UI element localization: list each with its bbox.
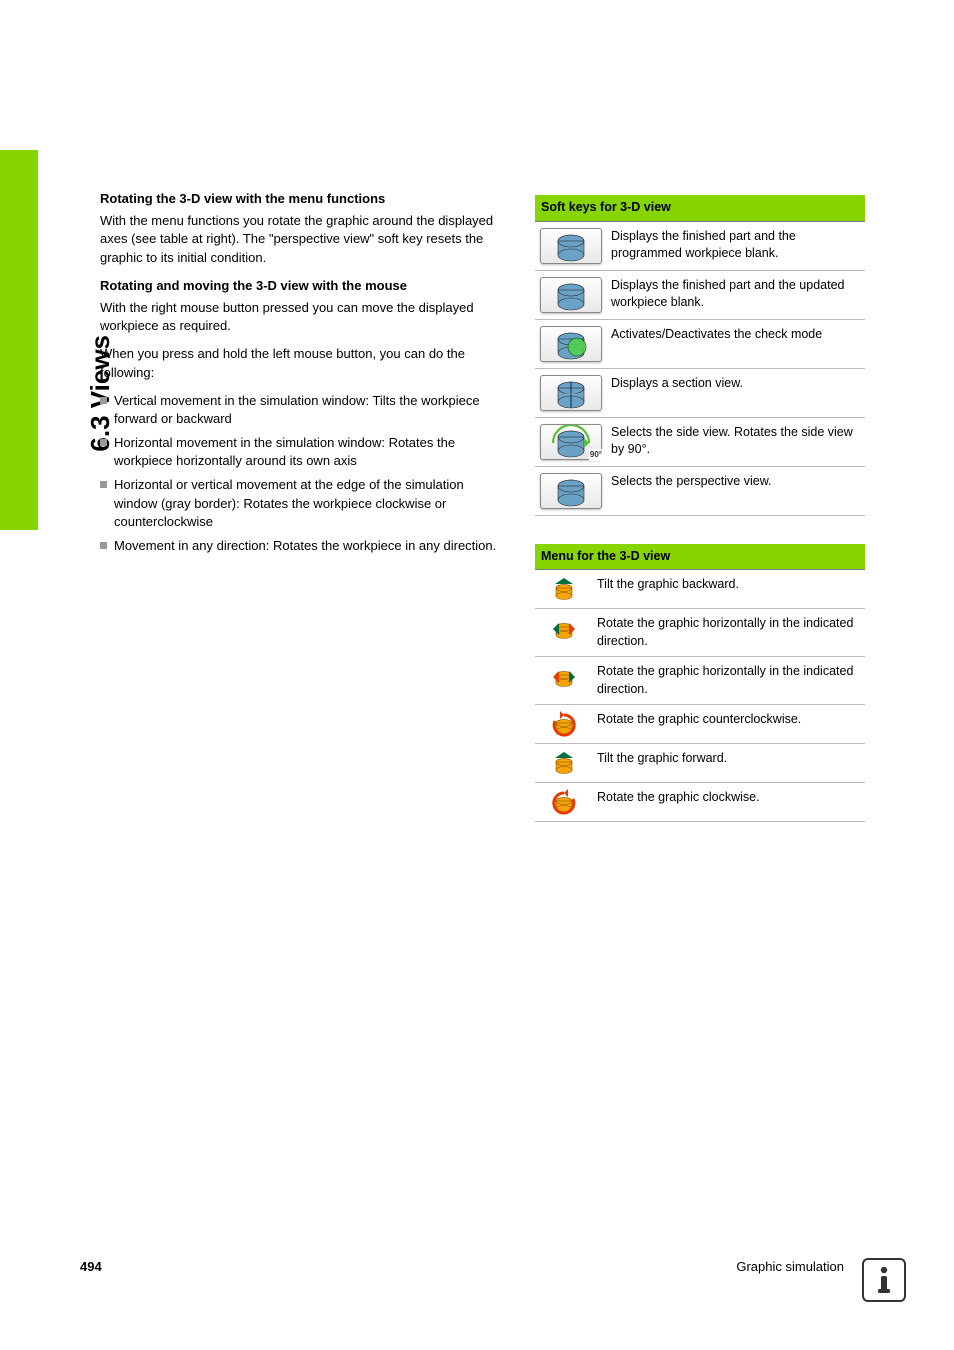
info-icon bbox=[862, 1258, 906, 1302]
cell-text: Tilt the graphic backward. bbox=[597, 576, 861, 594]
table-row: Rotate the graphic clockwise. bbox=[535, 783, 865, 822]
table-row: Selects the perspective view. bbox=[535, 467, 865, 516]
cell-text: Displays the finished part and the updat… bbox=[611, 277, 861, 312]
cell-icon bbox=[539, 277, 603, 313]
softkey-button[interactable]: 90° bbox=[540, 424, 602, 460]
side-title-wrap: 6.3 Views bbox=[40, 165, 72, 365]
softkey-button[interactable] bbox=[540, 473, 602, 509]
softkey-icon bbox=[543, 327, 599, 361]
bullet-list: Vertical movement in the simulation wind… bbox=[100, 392, 510, 556]
table-row: Displays the finished part and the progr… bbox=[535, 222, 865, 271]
left-column: Rotating the 3-D view with the menu func… bbox=[100, 180, 510, 561]
table-row: Displays the finished part and the updat… bbox=[535, 271, 865, 320]
table-row: Activates/Deactivates the check mode bbox=[535, 320, 865, 369]
list-item: Horizontal movement in the simulation wi… bbox=[100, 434, 510, 470]
list-item: Vertical movement in the simulation wind… bbox=[100, 392, 510, 428]
right-column: Soft keys for 3-D view Displays the fini… bbox=[535, 195, 865, 822]
cell-icon bbox=[539, 789, 589, 815]
table-row: Rotate the graphic horizontally in the i… bbox=[535, 609, 865, 657]
cell-icon bbox=[539, 711, 589, 737]
para-mouse-2: When you press and hold the left mouse b… bbox=[100, 345, 510, 381]
softkey-badge: 90° bbox=[589, 449, 603, 460]
menu-icon bbox=[551, 663, 577, 689]
para-mouse-1: With the right mouse button pressed you … bbox=[100, 299, 510, 335]
heading-rotate-menu: Rotating the 3-D view with the menu func… bbox=[100, 190, 510, 208]
page-number: 494 bbox=[80, 1258, 102, 1276]
menu-table: Menu for the 3-D view Tilt the graphic b… bbox=[535, 544, 865, 823]
cell-text: Displays the finished part and the progr… bbox=[611, 228, 861, 263]
heading-rotate-mouse: Rotating and moving the 3-D view with th… bbox=[100, 277, 510, 295]
cell-text: Rotate the graphic counterclockwise. bbox=[597, 711, 861, 729]
table-row: Tilt the graphic backward. bbox=[535, 570, 865, 609]
menu-icon bbox=[551, 750, 577, 776]
cell-icon bbox=[539, 576, 589, 602]
softkey-icon bbox=[543, 229, 599, 263]
cell-text: Rotate the graphic horizontally in the i… bbox=[597, 615, 861, 650]
softkeys-table: Soft keys for 3-D view Displays the fini… bbox=[535, 195, 865, 516]
menu-icon bbox=[551, 789, 577, 815]
table-row: Displays a section view. bbox=[535, 369, 865, 418]
list-item: Movement in any direction: Rotates the w… bbox=[100, 537, 510, 555]
para-rotate-menu: With the menu functions you rotate the g… bbox=[100, 212, 510, 267]
cell-icon bbox=[539, 663, 589, 689]
cell-icon bbox=[539, 228, 603, 264]
softkeys-header: Soft keys for 3-D view bbox=[535, 195, 865, 222]
softkey-button[interactable] bbox=[540, 228, 602, 264]
cell-text: Selects the side view. Rotates the side … bbox=[611, 424, 861, 459]
softkey-icon bbox=[543, 474, 599, 508]
softkey-button[interactable] bbox=[540, 277, 602, 313]
menu-icon bbox=[551, 576, 577, 602]
cell-text: Displays a section view. bbox=[611, 375, 861, 393]
cell-icon: 90° bbox=[539, 424, 603, 460]
menu-icon bbox=[551, 615, 577, 641]
softkey-button[interactable] bbox=[540, 326, 602, 362]
cell-text: Rotate the graphic clockwise. bbox=[597, 789, 861, 807]
side-green-tab bbox=[0, 150, 38, 530]
softkey-button[interactable] bbox=[540, 375, 602, 411]
list-item: Horizontal or vertical movement at the e… bbox=[100, 476, 510, 531]
table-row: 90° Selects the side view. Rotates the s… bbox=[535, 418, 865, 467]
menu-icon bbox=[551, 711, 577, 737]
softkey-icon bbox=[543, 376, 599, 410]
cell-icon bbox=[539, 750, 589, 776]
cell-text: Rotate the graphic horizontally in the i… bbox=[597, 663, 861, 698]
menu-header: Menu for the 3-D view bbox=[535, 544, 865, 571]
softkey-icon bbox=[543, 278, 599, 312]
table-row: Tilt the graphic forward. bbox=[535, 744, 865, 783]
table-row: Rotate the graphic horizontally in the i… bbox=[535, 657, 865, 705]
cell-text: Selects the perspective view. bbox=[611, 473, 861, 491]
table-row: Rotate the graphic counterclockwise. bbox=[535, 705, 865, 744]
footer-title: Graphic simulation bbox=[736, 1258, 844, 1276]
cell-text: Tilt the graphic forward. bbox=[597, 750, 861, 768]
cell-icon bbox=[539, 473, 603, 509]
cell-icon bbox=[539, 375, 603, 411]
cell-icon bbox=[539, 326, 603, 362]
cell-icon bbox=[539, 615, 589, 641]
cell-text: Activates/Deactivates the check mode bbox=[611, 326, 861, 344]
